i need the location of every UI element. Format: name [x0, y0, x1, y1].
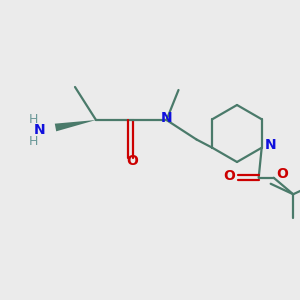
Text: O: O	[276, 167, 288, 181]
Text: O: O	[126, 154, 138, 168]
Text: N: N	[34, 123, 45, 137]
Text: N: N	[264, 138, 276, 152]
Text: H: H	[28, 112, 38, 126]
Text: O: O	[223, 169, 235, 183]
Polygon shape	[55, 120, 96, 131]
Text: N: N	[161, 112, 172, 125]
Text: H: H	[28, 135, 38, 148]
